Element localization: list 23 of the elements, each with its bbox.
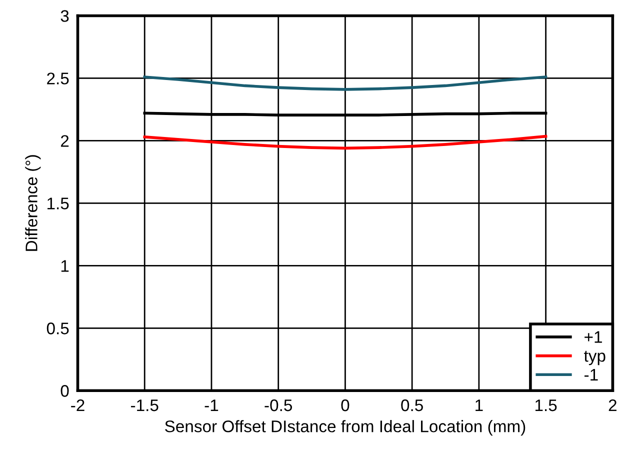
y-tick-label: 0.5: [46, 322, 69, 334]
x-tick-label: 1: [476, 400, 483, 412]
y-tick-label: 1.5: [48, 198, 69, 210]
line-series: [143, 76, 548, 91]
y-tick-label: 3: [60, 10, 69, 22]
legend-label: -1: [584, 369, 598, 381]
y-axis-title: Difference (°): [25, 155, 41, 251]
y-tick-label: 1: [61, 260, 69, 272]
x-tick-label: 2: [608, 399, 616, 412]
x-tick-label: 0.5: [401, 399, 423, 412]
x-tick-label: -2: [71, 399, 84, 412]
y-tick-label: 2: [60, 135, 69, 147]
x-tick-label: 0: [341, 399, 350, 412]
line-series: [143, 134, 548, 150]
x-tick-label: -1: [204, 400, 218, 412]
x-tick-label: -1.5: [130, 400, 158, 412]
legend-label: typ: [584, 350, 606, 366]
legend-label: +1: [584, 331, 602, 343]
x-axis-title: Sensor Offset DIstance from Ideal Location (mm): [165, 420, 526, 436]
y-tick-label: 2.5: [47, 72, 69, 84]
x-tick-label: -0.5: [264, 399, 292, 412]
x-tick-label: 1.5: [535, 400, 557, 412]
y-tick-label: 0: [60, 385, 69, 397]
